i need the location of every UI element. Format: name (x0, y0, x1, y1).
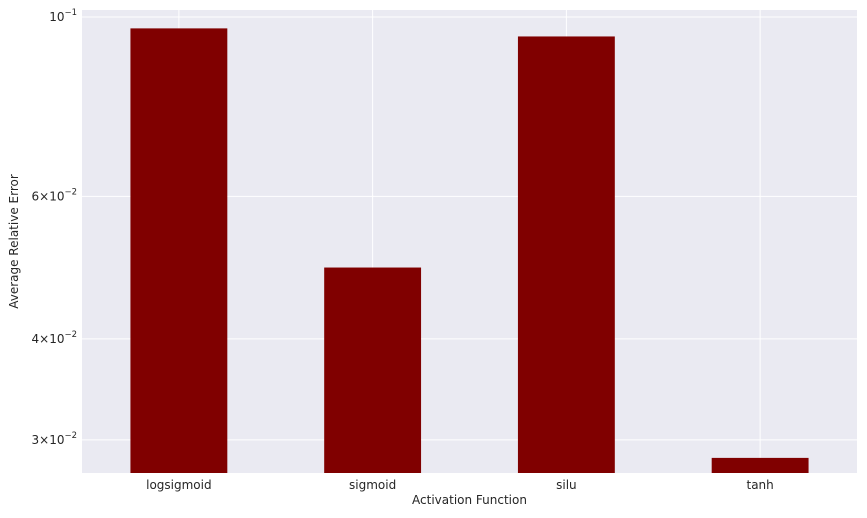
x-axis-label: Activation Function (412, 493, 527, 507)
y-axis-label: Average Relative Error (7, 174, 21, 309)
x-tick-label: silu (556, 478, 577, 492)
x-tick-label: tanh (746, 478, 773, 492)
y-tick-label: 4×10−2 (32, 330, 78, 346)
bar-silu (517, 36, 615, 474)
x-tick-label: sigmoid (349, 478, 396, 492)
y-tick-label: 6×10−2 (32, 187, 78, 203)
y-tick-label: 10−1 (49, 8, 77, 24)
bars (130, 28, 809, 474)
bar-logsigmoid (130, 28, 228, 473)
bar-sigmoid (324, 267, 422, 473)
y-tick-labels: 10−1 6×10−2 4×10−2 3×10−2 (32, 8, 78, 447)
bar-tanh (711, 457, 809, 473)
x-tick-label: logsigmoid (146, 478, 211, 492)
x-tick-labels: logsigmoid sigmoid silu tanh (146, 478, 774, 492)
y-tick-label: 3×10−2 (32, 431, 78, 447)
